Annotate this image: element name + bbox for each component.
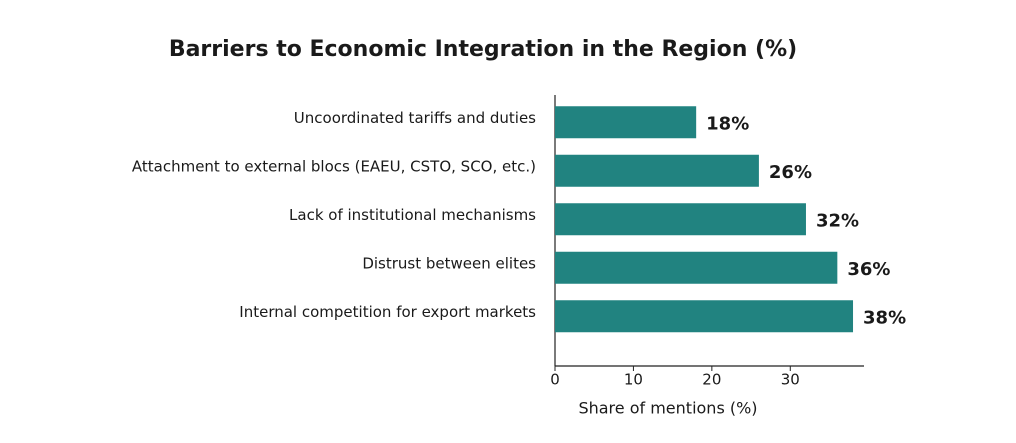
y-tick-label: Lack of institutional mechanisms: [289, 206, 536, 224]
x-tick-label: 20: [702, 371, 721, 389]
y-tick-label: Uncoordinated tariffs and duties: [294, 109, 536, 127]
x-axis-label: Share of mentions (%): [578, 399, 757, 418]
value-label: 32%: [816, 210, 859, 231]
value-label: 38%: [863, 307, 906, 328]
bar: [555, 154, 759, 187]
bar: [555, 251, 838, 284]
x-tick-label: 10: [624, 371, 643, 389]
value-label: 18%: [706, 113, 749, 134]
chart-title: Barriers to Economic Integration in the …: [169, 37, 797, 62]
value-label: 36%: [847, 259, 890, 280]
y-tick-label: Attachment to external blocs (EAEU, CSTO…: [132, 157, 536, 175]
y-tick-label: Internal competition for export markets: [239, 303, 536, 321]
x-tick-label: 30: [781, 371, 800, 389]
bar: [555, 106, 697, 139]
bar: [555, 203, 806, 236]
bar: [555, 300, 854, 333]
value-label: 26%: [769, 162, 812, 183]
x-tick-label: 0: [550, 371, 560, 389]
y-tick-label: Distrust between elites: [362, 254, 536, 272]
